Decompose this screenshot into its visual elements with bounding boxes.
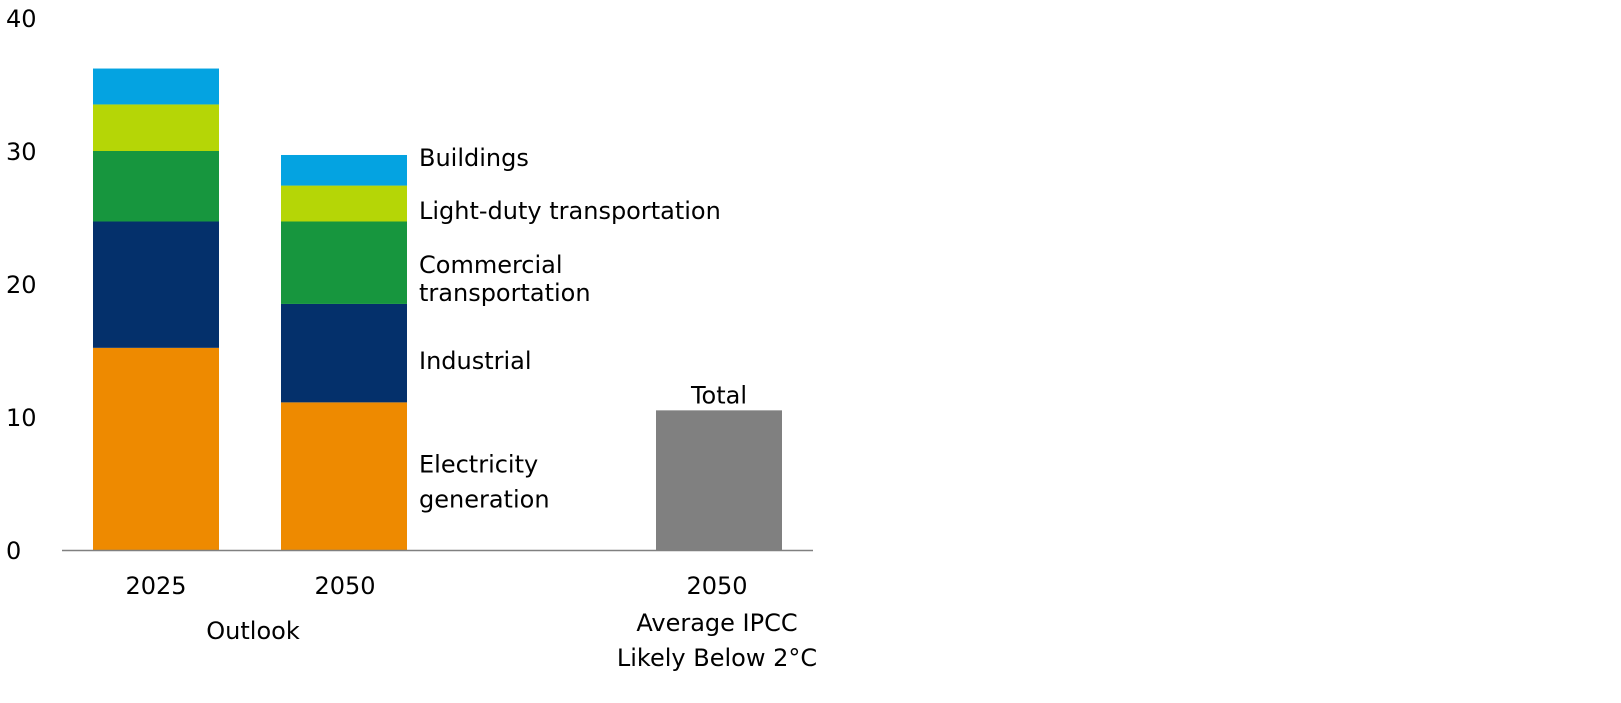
y-tick-label-20: 20 (6, 271, 37, 299)
y-tick-label-30: 30 (6, 138, 37, 166)
legend-label-commercial-transportation-line2: transportation (419, 279, 591, 307)
group-label-ipcc-line2: Likely Below 2°C (617, 644, 817, 672)
y-tick-label-40: 40 (6, 5, 37, 33)
bar-segment-commercial-transportation-1 (281, 221, 407, 304)
bar-segment-electricity-generation-1 (281, 402, 407, 550)
y-tick-label-0: 0 (6, 537, 21, 565)
bar-segment-buildings-1 (281, 154, 407, 186)
legend-label-light-duty-transportation: Light-duty transportation (419, 197, 721, 225)
legend-label-buildings: Buildings (419, 144, 529, 172)
bar-segment-total-2 (656, 410, 782, 550)
group-label-ipcc-line1: Average IPCC (636, 609, 797, 637)
legend-label-electricity-generation-line1: Electricity (419, 451, 538, 479)
bar-segment-light-duty-transportation-0 (93, 104, 219, 151)
bar-segment-light-duty-transportation-1 (281, 185, 407, 222)
legend-label-industrial: Industrial (419, 347, 532, 375)
bars (93, 68, 782, 550)
legend: Electricity generation Industrial Commercia… (419, 144, 747, 514)
x-tick-label-2050-ipcc: 2050 (686, 572, 747, 600)
bar-segment-industrial-0 (93, 221, 219, 348)
total-bar-label: Total (690, 381, 747, 409)
bar-segment-electricity-generation-0 (93, 347, 219, 550)
bar-segment-commercial-transportation-0 (93, 151, 219, 222)
bar-segment-industrial-1 (281, 303, 407, 403)
x-tick-label-2050-outlook: 2050 (314, 572, 375, 600)
x-tick-label-2025: 2025 (125, 572, 186, 600)
legend-label-electricity-generation-line2: generation (419, 486, 550, 514)
y-tick-label-10: 10 (6, 404, 37, 432)
y-axis: 0 10 20 30 40 (6, 5, 37, 565)
group-label-outlook: Outlook (206, 617, 300, 645)
bar-segment-buildings-0 (93, 68, 219, 105)
x-axis-labels: 2025 2050 2050 Outlook Average IPCC Like… (125, 572, 817, 672)
legend-label-commercial-transportation-line1: Commercial (419, 251, 563, 279)
